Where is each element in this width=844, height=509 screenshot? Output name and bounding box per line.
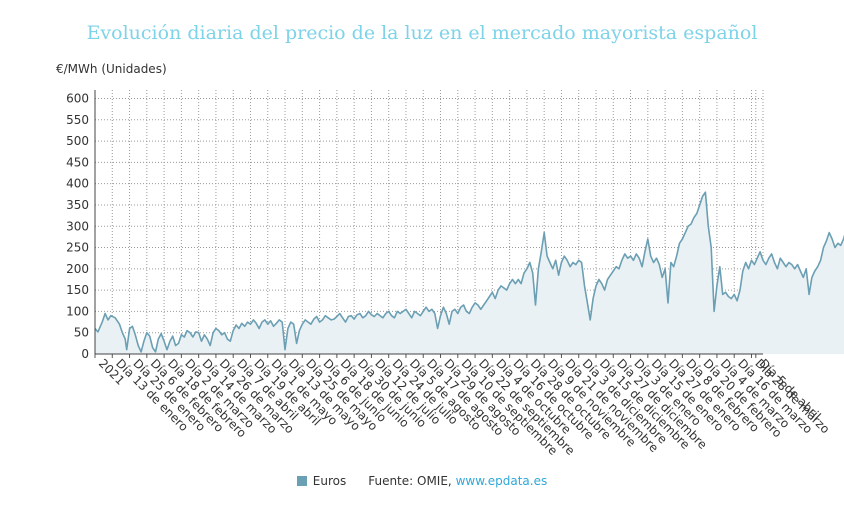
series-layer <box>94 191 844 354</box>
y-tick-label: 150 <box>66 283 89 297</box>
y-tick-label: 400 <box>66 177 89 191</box>
legend-swatch <box>296 476 307 486</box>
y-tick-label: 300 <box>66 219 89 233</box>
source-link[interactable]: www.epdata.es <box>455 474 548 488</box>
y-tick-label: 100 <box>66 304 89 318</box>
source-label: Fuente: OMIE, <box>368 474 452 488</box>
y-tick-label: 500 <box>66 134 89 148</box>
legend: Euros Fuente: OMIE, www.epdata.es <box>0 474 844 488</box>
legend-series-label: Euros <box>312 474 347 488</box>
axes <box>94 90 763 358</box>
series-line-euros <box>94 191 844 353</box>
y-tick-label: 0 <box>81 347 89 361</box>
y-tick-label: 50 <box>74 326 89 340</box>
y-tick-label: 200 <box>66 262 89 276</box>
y-tick-label: 450 <box>66 155 89 169</box>
series-area <box>95 192 844 354</box>
y-tick-label: 550 <box>66 113 89 127</box>
y-tick-labels: 0 50 100 150 200 250 300 350 400 450 500 550 600 <box>66 92 89 361</box>
y-tick-label: 350 <box>66 198 89 212</box>
chart-title: Evolución diaria del precio de la luz en… <box>86 22 758 44</box>
y-tick-label: 600 <box>66 92 89 106</box>
y-axis-unit-label: €/MWh (Unidades) <box>56 62 167 76</box>
y-tick-label: 250 <box>66 241 89 255</box>
